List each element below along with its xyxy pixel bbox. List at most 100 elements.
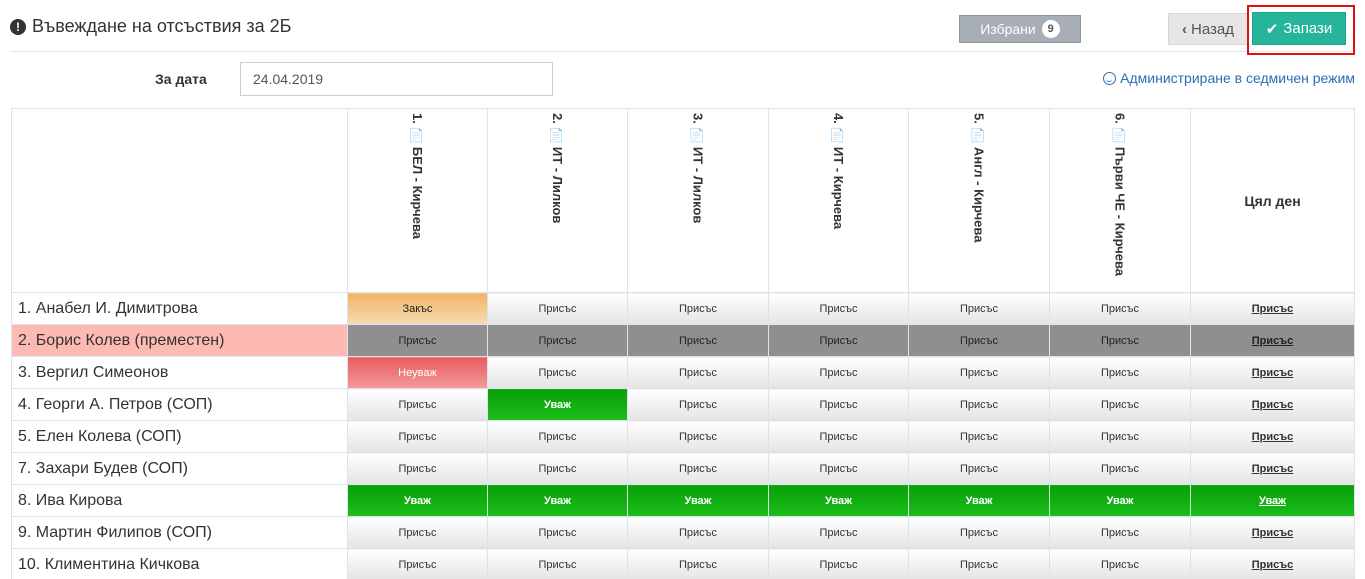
attendance-cell[interactable]: Уваж: [908, 484, 1050, 517]
date-input[interactable]: [240, 62, 553, 96]
attendance-cell[interactable]: Присъс: [1049, 516, 1191, 549]
period-header-2[interactable]: 2. 📄 ИТ - Лилков: [487, 108, 628, 293]
absence-table: 1. 📄 БЕЛ - Кирчева 2. 📄 ИТ - Лилков 3. 📄…: [11, 108, 1355, 579]
attendance-cell[interactable]: Присъс: [908, 388, 1050, 421]
period-header-5[interactable]: 5. 📄 Англ - Кирчева: [908, 108, 1050, 293]
attendance-cell[interactable]: Присъс: [908, 452, 1050, 485]
whole-day-status-cell[interactable]: Уваж: [1190, 484, 1355, 517]
attendance-cell[interactable]: Присъс: [768, 420, 909, 453]
attendance-status-label: Присъс: [538, 430, 577, 443]
attendance-cell[interactable]: Присъс: [627, 420, 769, 453]
whole-day-status-cell[interactable]: Присъс: [1190, 452, 1355, 485]
attendance-cell[interactable]: Присъс: [768, 324, 909, 357]
attendance-cell[interactable]: Закъс: [347, 292, 488, 325]
attendance-cell[interactable]: Присъс: [627, 548, 769, 579]
attendance-status-label: Присъс: [959, 366, 999, 379]
attendance-cell[interactable]: Присъс: [487, 356, 628, 389]
attendance-cell[interactable]: Присъс: [347, 324, 488, 357]
attendance-cell[interactable]: Неуваж: [347, 356, 488, 389]
student-name: 1. Анабел И. Димитрова: [11, 292, 348, 325]
whole-day-header: Цял ден: [1190, 108, 1355, 293]
attendance-cell[interactable]: Уваж: [1049, 484, 1191, 517]
whole-day-status-cell[interactable]: Присъс: [1190, 548, 1355, 579]
attendance-status-label: Присъс: [538, 558, 577, 571]
attendance-cell[interactable]: Уваж: [627, 484, 769, 517]
attendance-status-label: Присъс: [678, 526, 718, 539]
attendance-cell[interactable]: Присъс: [768, 356, 909, 389]
attendance-status-label: Закъс: [402, 302, 433, 315]
attendance-cell[interactable]: Присъс: [487, 324, 628, 357]
attendance-cell[interactable]: Присъс: [347, 516, 488, 549]
attendance-cell[interactable]: Присъс: [908, 292, 1050, 325]
attendance-cell[interactable]: Присъс: [1049, 324, 1191, 357]
attendance-cell[interactable]: Присъс: [768, 292, 909, 325]
save-button[interactable]: ✔ Запази: [1252, 12, 1346, 45]
attendance-cell[interactable]: Присъс: [1049, 388, 1191, 421]
attendance-cell[interactable]: Присъс: [768, 388, 909, 421]
attendance-cell[interactable]: Присъс: [908, 324, 1050, 357]
favorites-button[interactable]: Избрани 9: [959, 15, 1081, 43]
attendance-cell[interactable]: Присъс: [627, 388, 769, 421]
attendance-cell[interactable]: Присъс: [768, 516, 909, 549]
attendance-cell[interactable]: Присъс: [627, 324, 769, 357]
attendance-cell[interactable]: Присъс: [908, 356, 1050, 389]
student-name: 9. Мартин Филипов (СОП): [11, 516, 348, 549]
attendance-cell[interactable]: Присъс: [627, 356, 769, 389]
period-header-3[interactable]: 3. 📄 ИТ - Лилков: [627, 108, 769, 293]
attendance-cell[interactable]: Присъс: [347, 548, 488, 579]
attendance-cell[interactable]: Присъс: [487, 516, 628, 549]
attendance-cell[interactable]: Присъс: [1049, 420, 1191, 453]
attendance-cell[interactable]: Присъс: [1049, 292, 1191, 325]
attendance-cell[interactable]: Присъс: [347, 452, 488, 485]
whole-day-status-cell[interactable]: Присъс: [1190, 292, 1355, 325]
back-label: Назад: [1191, 20, 1234, 38]
attendance-cell[interactable]: Уваж: [487, 484, 628, 517]
attendance-cell[interactable]: Присъс: [768, 548, 909, 579]
attendance-cell[interactable]: Присъс: [627, 452, 769, 485]
attendance-cell[interactable]: Уваж: [487, 388, 628, 421]
attendance-cell[interactable]: Присъс: [1049, 452, 1191, 485]
whole-day-status-cell[interactable]: Присъс: [1190, 420, 1355, 453]
whole-day-status-cell[interactable]: Присъс: [1190, 516, 1355, 549]
attendance-status-label: Неуваж: [398, 366, 437, 379]
period-header-6[interactable]: 6. 📄 Първи ЧЕ - Кирчева: [1049, 108, 1191, 293]
whole-day-status-cell[interactable]: Присъс: [1190, 324, 1355, 357]
student-name: 7. Захари Будев (СОП): [11, 452, 348, 485]
attendance-status-label: Присъс: [959, 430, 999, 443]
attendance-status-label: Присъс: [959, 302, 999, 315]
attendance-status-label: Присъс: [538, 334, 577, 347]
attendance-cell[interactable]: Присъс: [908, 420, 1050, 453]
weekly-mode-link[interactable]: Администриране в седмичен режим: [1103, 70, 1355, 86]
attendance-cell[interactable]: Присъс: [627, 516, 769, 549]
table-row: 10. Климентина Кичкова Присъс Присъс Присъс…: [11, 548, 1355, 579]
attendance-cell[interactable]: Присъс: [347, 420, 488, 453]
whole-day-status-cell[interactable]: Присъс: [1190, 356, 1355, 389]
period-header-4[interactable]: 4. 📄 ИТ - Кирчева: [768, 108, 909, 293]
attendance-status-label: Присъс: [819, 302, 858, 315]
period-header-1[interactable]: 1. 📄 БЕЛ - Кирчева: [347, 108, 488, 293]
table-row: 8. Ива Кирова Уваж Уваж Уваж Уваж Уваж Уваж Ува…: [11, 484, 1355, 517]
attendance-status-label: Присъс: [959, 462, 999, 475]
period-label: 5. 📄 Англ - Кирчева: [971, 113, 987, 243]
attendance-cell[interactable]: Присъс: [627, 292, 769, 325]
attendance-status-label: Присъс: [1100, 462, 1140, 475]
attendance-cell[interactable]: Присъс: [487, 452, 628, 485]
attendance-status-label: Присъс: [678, 398, 718, 411]
attendance-cell[interactable]: Присъс: [908, 548, 1050, 579]
attendance-cell[interactable]: Присъс: [908, 516, 1050, 549]
attendance-status-label: Уваж: [1259, 494, 1286, 507]
whole-day-status-cell[interactable]: Присъс: [1190, 388, 1355, 421]
attendance-cell[interactable]: Присъс: [487, 548, 628, 579]
attendance-cell[interactable]: Присъс: [487, 292, 628, 325]
attendance-cell[interactable]: Уваж: [768, 484, 909, 517]
attendance-cell[interactable]: Присъс: [487, 420, 628, 453]
attendance-cell[interactable]: Уваж: [347, 484, 488, 517]
table-body: 1. Анабел И. Димитрова Закъс Присъс Присъс П…: [11, 292, 1355, 579]
attendance-cell[interactable]: Присъс: [768, 452, 909, 485]
back-button[interactable]: ‹ Назад: [1168, 13, 1248, 45]
attendance-status-label: Присъс: [1251, 302, 1294, 315]
student-name: 5. Елен Колева (СОП): [11, 420, 348, 453]
attendance-cell[interactable]: Присъс: [1049, 356, 1191, 389]
attendance-cell[interactable]: Присъс: [1049, 548, 1191, 579]
attendance-cell[interactable]: Присъс: [347, 388, 488, 421]
